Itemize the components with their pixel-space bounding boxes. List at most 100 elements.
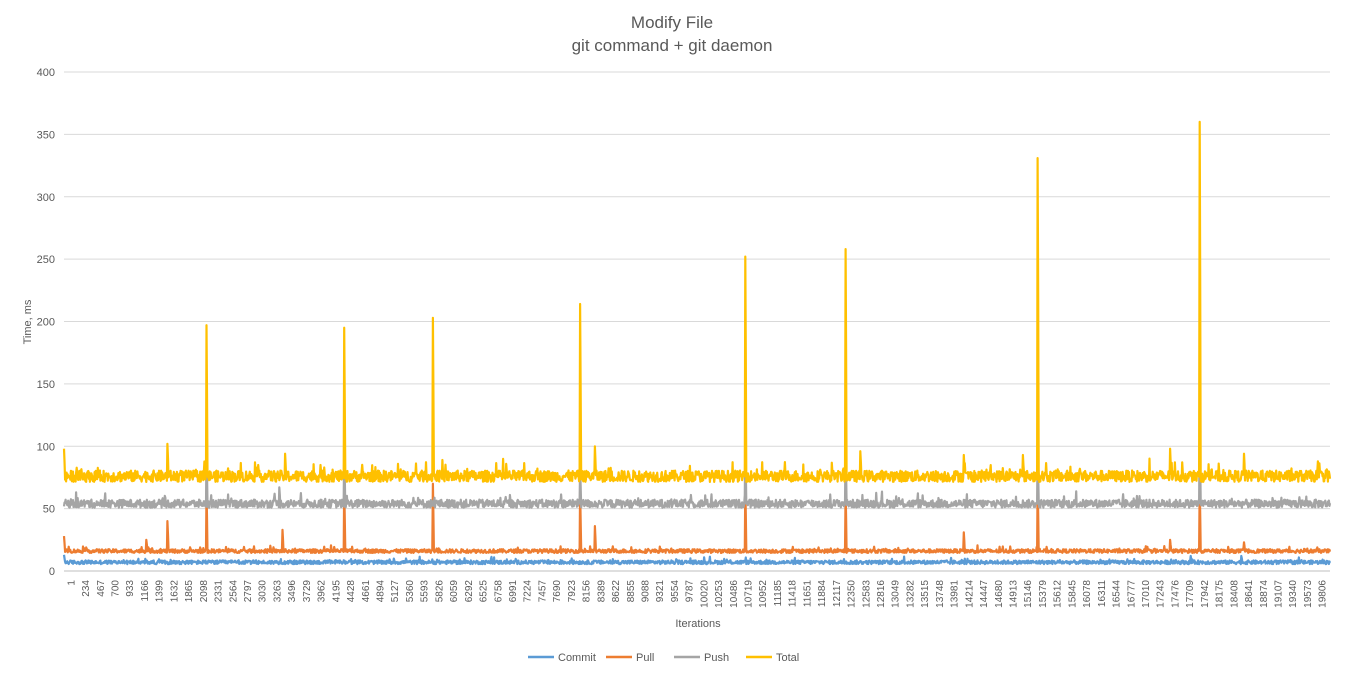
x-tick-label: 7224 (523, 580, 534, 603)
x-tick-label: 14913 (1009, 580, 1020, 608)
chart-title: Modify File (631, 13, 713, 32)
x-tick-label: 10952 (758, 580, 769, 608)
x-tick-label: 18874 (1259, 580, 1270, 608)
x-tick-label: 18641 (1244, 580, 1255, 608)
series-lines (62, 120, 1332, 566)
x-tick-label: 12583 (861, 580, 872, 608)
x-tick-label: 12117 (832, 580, 843, 608)
legend: Commit Pull Push Total (528, 652, 799, 664)
series-line-total (62, 120, 1332, 483)
x-tick-label: 16311 (1097, 580, 1108, 608)
x-tick-label: 18175 (1215, 580, 1226, 608)
y-axis-title: Time, ms (22, 299, 34, 344)
x-tick-label: 11418 (788, 580, 799, 608)
x-tick-label: 13049 (891, 580, 902, 608)
x-tick-label: 6525 (479, 580, 490, 603)
x-tick-label: 7690 (552, 580, 563, 603)
x-tick-label: 19107 (1273, 580, 1284, 608)
x-tick-label: 5127 (390, 580, 401, 603)
x-tick-label: 6758 (493, 580, 504, 603)
x-tick-label: 2098 (199, 580, 210, 603)
x-tick-label: 5593 (420, 580, 431, 603)
x-tick-label: 9554 (670, 580, 681, 603)
x-tick-label: 14214 (964, 580, 975, 608)
x-tick-label: 5360 (405, 580, 416, 603)
x-tick-label: 1865 (184, 580, 195, 603)
x-tick-label: 13748 (935, 580, 946, 608)
legend-label-push: Push (704, 652, 729, 664)
y-tick-label: 150 (37, 379, 55, 391)
x-tick-label: 10253 (714, 580, 725, 608)
x-tick-label: 10020 (699, 580, 710, 608)
x-tick-label: 1 (66, 580, 77, 586)
x-tick-label: 17010 (1141, 580, 1152, 608)
chart-subtitle: git command + git daemon (572, 36, 773, 55)
x-tick-label: 15845 (1067, 580, 1078, 608)
y-tick-label: 200 (37, 317, 55, 329)
legend-label-pull: Pull (636, 652, 654, 664)
series-line-commit (62, 554, 1332, 566)
x-tick-label: 3729 (302, 580, 313, 603)
x-tick-label: 8622 (611, 580, 622, 603)
x-tick-label: 15146 (1023, 580, 1034, 608)
x-tick-label: 17942 (1200, 580, 1211, 608)
y-tick-label: 300 (37, 192, 55, 204)
x-tick-label: 14447 (979, 580, 990, 608)
x-tick-label: 933 (125, 580, 136, 597)
x-tick-label: 17709 (1185, 580, 1196, 608)
x-tick-label: 7923 (567, 580, 578, 603)
x-tick-label: 700 (111, 580, 122, 597)
series-line-pull (62, 482, 1332, 555)
x-tick-label: 16078 (1082, 580, 1093, 608)
x-tick-label: 11884 (817, 580, 828, 608)
x-tick-label: 6292 (464, 580, 475, 603)
x-tick-label: 1166 (140, 580, 151, 602)
x-tick-label: 18408 (1229, 580, 1240, 608)
y-tick-label: 350 (37, 129, 55, 141)
y-tick-label: 250 (37, 254, 55, 266)
y-tick-label: 100 (37, 441, 55, 453)
y-axis-ticks: 0 50 100 150 200 250 300 350 400 (37, 67, 55, 578)
x-tick-label: 13981 (950, 580, 961, 608)
x-tick-label: 19573 (1303, 580, 1314, 608)
x-tick-label: 2797 (243, 580, 254, 603)
x-tick-label: 8389 (596, 580, 607, 603)
x-tick-label: 19806 (1318, 580, 1329, 608)
x-tick-label: 14680 (994, 580, 1005, 608)
x-tick-label: 11651 (802, 580, 813, 608)
x-tick-label: 8855 (626, 580, 637, 603)
x-tick-label: 2331 (214, 580, 225, 603)
legend-label-commit: Commit (558, 652, 596, 664)
x-tick-label: 10486 (729, 580, 740, 608)
x-tick-label: 13515 (920, 580, 931, 608)
x-tick-label: 13282 (905, 580, 916, 608)
x-axis-ticks: 1 234 467 700 933 1166 1399 1632 1865 2098 2331 256… (66, 580, 1328, 608)
series-line-push (62, 426, 1332, 509)
x-tick-label: 234 (81, 580, 92, 597)
x-tick-label: 4894 (376, 580, 387, 603)
x-tick-label: 3496 (287, 580, 298, 603)
x-tick-label: 1632 (169, 580, 180, 603)
x-tick-label: 6991 (508, 580, 519, 603)
x-tick-label: 16544 (1112, 580, 1123, 608)
x-tick-label: 3263 (272, 580, 283, 603)
x-tick-label: 1399 (155, 580, 166, 603)
x-tick-label: 6059 (449, 580, 460, 603)
x-tick-label: 2564 (228, 580, 239, 603)
y-tick-label: 50 (43, 504, 55, 516)
x-tick-label: 10719 (744, 580, 755, 608)
x-tick-label: 17476 (1170, 580, 1181, 608)
x-tick-label: 16777 (1126, 580, 1137, 608)
x-tick-label: 19340 (1288, 580, 1299, 608)
x-tick-label: 7457 (537, 580, 548, 603)
x-axis-title: Iterations (675, 618, 721, 630)
x-tick-label: 12350 (847, 580, 858, 608)
x-tick-label: 3962 (317, 580, 328, 603)
x-tick-label: 5826 (434, 580, 445, 603)
x-tick-label: 4195 (331, 580, 342, 603)
x-tick-label: 9321 (655, 580, 666, 603)
x-tick-label: 17243 (1156, 580, 1167, 608)
x-tick-label: 9787 (685, 580, 696, 603)
